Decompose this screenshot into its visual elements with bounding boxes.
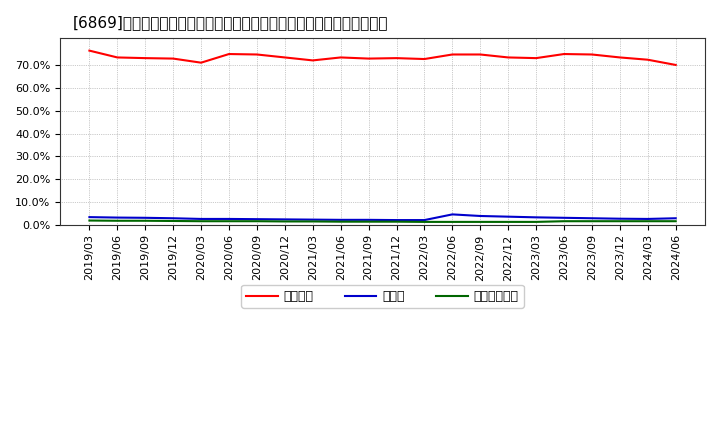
繰延税金資産 xyxy=(141,218,150,224)
のれん xyxy=(253,216,261,222)
自己資本 xyxy=(559,51,568,57)
繰延税金資産 xyxy=(671,219,680,224)
自己資本 xyxy=(197,60,205,65)
繰延税金資産 xyxy=(532,219,541,224)
のれん xyxy=(169,216,178,221)
繰延税金資産 xyxy=(616,219,624,224)
のれん xyxy=(336,217,345,223)
自己資本 xyxy=(336,55,345,60)
自己資本 xyxy=(532,55,541,61)
Line: 自己資本: 自己資本 xyxy=(89,51,675,65)
Legend: 自己資本, のれん, 繰延税金資産: 自己資本, のれん, 繰延税金資産 xyxy=(241,285,523,308)
のれん xyxy=(644,216,652,222)
繰延税金資産 xyxy=(85,218,94,223)
のれん xyxy=(588,216,596,221)
のれん xyxy=(141,215,150,220)
Line: 繰延税金資産: 繰延税金資産 xyxy=(89,220,675,222)
自己資本 xyxy=(113,55,122,60)
繰延税金資産 xyxy=(588,219,596,224)
繰延税金資産 xyxy=(644,219,652,224)
のれん xyxy=(281,217,289,222)
繰延税金資産 xyxy=(281,219,289,224)
のれん xyxy=(616,216,624,221)
のれん xyxy=(85,214,94,220)
繰延税金資産 xyxy=(476,219,485,224)
自己資本 xyxy=(420,56,428,62)
のれん xyxy=(671,216,680,221)
自己資本 xyxy=(281,55,289,60)
自己資本 xyxy=(671,62,680,68)
繰延税金資産 xyxy=(253,219,261,224)
繰延税金資産 xyxy=(448,219,456,224)
自己資本 xyxy=(476,52,485,57)
繰延税金資産 xyxy=(336,219,345,224)
自己資本 xyxy=(141,55,150,61)
自己資本 xyxy=(85,48,94,53)
のれん xyxy=(113,215,122,220)
自己資本 xyxy=(588,52,596,57)
繰延税金資産 xyxy=(559,219,568,224)
のれん xyxy=(197,216,205,222)
のれん xyxy=(225,216,233,222)
Text: [6869]　自己資本、のれん、繰延税金資産の総資産に対する比率の推移: [6869] 自己資本、のれん、繰延税金資産の総資産に対する比率の推移 xyxy=(73,15,389,30)
自己資本 xyxy=(169,56,178,61)
自己資本 xyxy=(308,58,317,63)
繰延税金資産 xyxy=(197,219,205,224)
のれん xyxy=(364,217,373,223)
Line: のれん: のれん xyxy=(89,214,675,220)
自己資本 xyxy=(225,51,233,57)
繰延税金資産 xyxy=(113,218,122,224)
のれん xyxy=(559,215,568,220)
自己資本 xyxy=(644,57,652,62)
自己資本 xyxy=(504,55,513,60)
自己資本 xyxy=(364,56,373,61)
のれん xyxy=(308,217,317,222)
自己資本 xyxy=(616,55,624,60)
繰延税金資産 xyxy=(420,219,428,224)
繰延税金資産 xyxy=(392,219,401,224)
のれん xyxy=(504,214,513,219)
のれん xyxy=(532,215,541,220)
のれん xyxy=(476,213,485,219)
自己資本 xyxy=(392,55,401,61)
のれん xyxy=(392,217,401,223)
繰延税金資産 xyxy=(308,219,317,224)
繰延税金資産 xyxy=(225,219,233,224)
自己資本 xyxy=(448,52,456,57)
繰延税金資産 xyxy=(364,219,373,224)
のれん xyxy=(420,217,428,223)
のれん xyxy=(448,212,456,217)
繰延税金資産 xyxy=(504,219,513,224)
自己資本 xyxy=(253,52,261,57)
繰延税金資産 xyxy=(169,218,178,224)
